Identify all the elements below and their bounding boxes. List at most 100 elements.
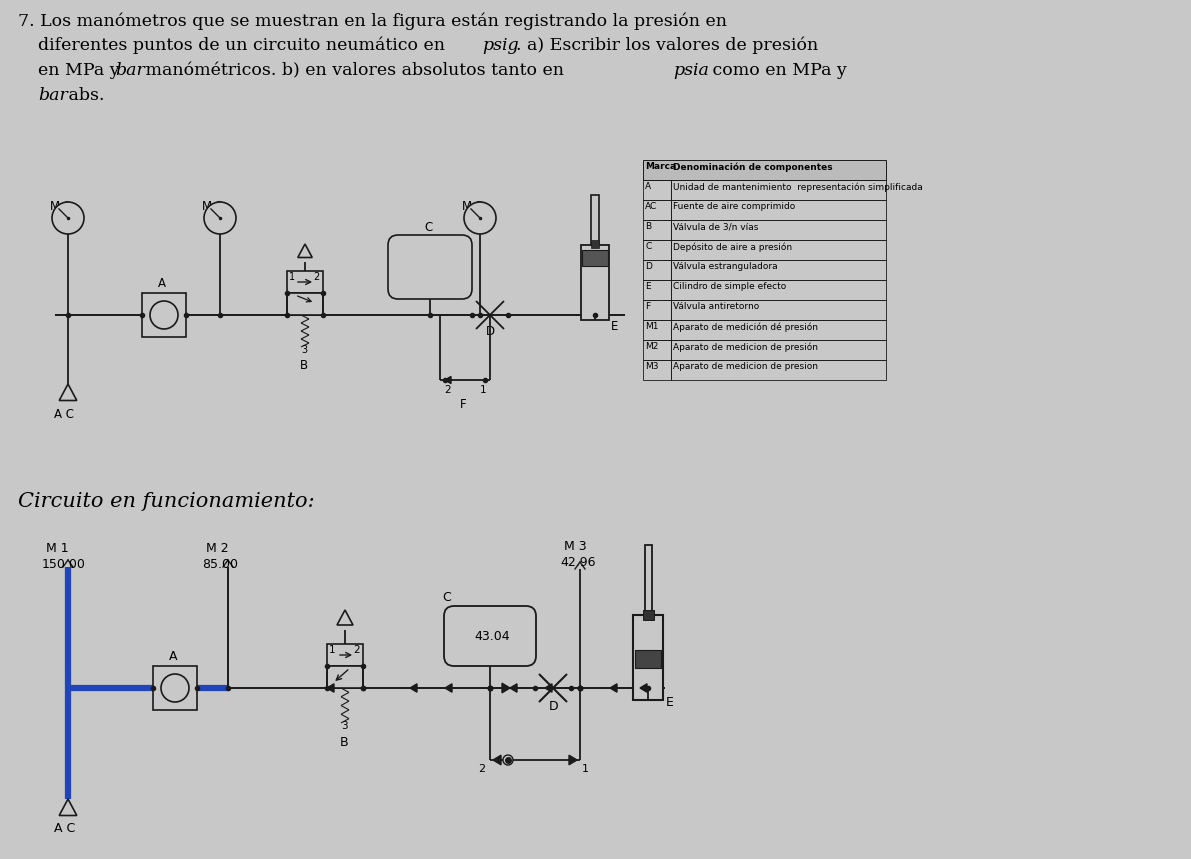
Text: B: B — [339, 736, 349, 749]
Text: AC: AC — [646, 202, 657, 211]
Circle shape — [52, 202, 85, 234]
Text: D: D — [486, 325, 495, 338]
Text: 1: 1 — [582, 764, 590, 774]
Bar — [671, 200, 886, 220]
Text: Válvula de 3/n vías: Válvula de 3/n vías — [673, 222, 759, 231]
Text: 2: 2 — [478, 764, 485, 774]
Bar — [671, 220, 886, 240]
Bar — [591, 195, 599, 245]
Bar — [581, 245, 609, 320]
Text: 85.00: 85.00 — [202, 558, 238, 571]
Text: como en MPa y: como en MPa y — [707, 62, 847, 79]
Text: D: D — [549, 700, 559, 713]
Bar — [287, 293, 323, 315]
Text: F: F — [646, 302, 650, 311]
Circle shape — [464, 202, 495, 234]
Text: F: F — [460, 398, 467, 411]
Bar — [142, 293, 186, 337]
Text: M 2: M 2 — [206, 542, 229, 555]
Text: diferentes puntos de un circuito neumático en: diferentes puntos de un circuito neumáti… — [38, 37, 450, 54]
Text: M3: M3 — [646, 362, 659, 371]
Bar — [671, 320, 886, 340]
Bar — [671, 300, 886, 320]
Bar — [643, 360, 671, 380]
Text: M 2: M 2 — [202, 200, 224, 213]
Text: Fuente de aire comprimido: Fuente de aire comprimido — [673, 202, 796, 211]
Bar — [328, 666, 363, 688]
Text: Depósito de aire a presión: Depósito de aire a presión — [673, 242, 792, 252]
Bar — [671, 240, 886, 260]
Text: Aparato de medicion de presión: Aparato de medicion de presión — [673, 342, 818, 351]
Bar — [643, 200, 671, 220]
Text: 150.00: 150.00 — [42, 558, 86, 571]
Text: A C: A C — [54, 822, 75, 835]
Text: E: E — [611, 320, 618, 333]
Circle shape — [161, 674, 189, 702]
Bar — [328, 644, 363, 666]
Bar — [632, 615, 663, 700]
Bar — [671, 180, 886, 200]
Text: Unidad de mantenimiento  representación simplificada: Unidad de mantenimiento representación s… — [673, 182, 923, 192]
Bar — [643, 340, 671, 360]
Text: C: C — [424, 221, 432, 234]
Text: 1: 1 — [329, 645, 336, 655]
Bar — [646, 545, 651, 615]
Bar — [643, 260, 671, 280]
Circle shape — [503, 755, 513, 765]
Bar — [671, 260, 886, 280]
Text: C: C — [442, 591, 450, 604]
Bar — [582, 250, 607, 266]
Polygon shape — [510, 684, 517, 692]
Bar — [643, 240, 671, 260]
Bar — [643, 180, 671, 200]
Text: B: B — [300, 359, 308, 372]
Text: Aparato de medición dé presión: Aparato de medición dé presión — [673, 322, 818, 332]
Text: psig: psig — [482, 37, 518, 54]
Text: 1: 1 — [480, 385, 487, 395]
Text: A C: A C — [54, 408, 74, 421]
Text: Aparato de medicion de presion: Aparato de medicion de presion — [673, 362, 818, 371]
Text: Circuito en funcionamiento:: Circuito en funcionamiento: — [18, 492, 314, 511]
Text: 7. Los manómetros que se muestran en la figura están registrando la presión en: 7. Los manómetros que se muestran en la … — [18, 12, 727, 29]
Text: manómétricos. b) en valores absolutos tanto en: manómétricos. b) en valores absolutos ta… — [141, 62, 569, 79]
Polygon shape — [640, 684, 647, 692]
Circle shape — [204, 202, 236, 234]
Text: 2: 2 — [313, 272, 319, 282]
Bar — [643, 300, 671, 320]
Text: Marca: Marca — [646, 162, 676, 171]
Text: M1: M1 — [646, 322, 659, 331]
Bar — [643, 160, 886, 180]
Text: C: C — [646, 242, 651, 251]
Polygon shape — [493, 755, 501, 765]
Text: . a) Escribir los valores de presión: . a) Escribir los valores de presión — [516, 37, 818, 54]
Bar — [287, 271, 323, 293]
Text: bar: bar — [38, 87, 68, 104]
Bar — [671, 340, 886, 360]
Text: M 3: M 3 — [565, 540, 587, 553]
Polygon shape — [445, 376, 451, 384]
Text: abs.: abs. — [63, 87, 105, 104]
Bar — [643, 610, 654, 620]
Bar — [671, 280, 886, 300]
Text: Cilindro de simple efecto: Cilindro de simple efecto — [673, 282, 786, 291]
Polygon shape — [545, 684, 551, 692]
Text: E: E — [646, 282, 650, 291]
Bar — [671, 360, 886, 380]
Bar — [591, 240, 599, 248]
Polygon shape — [501, 683, 510, 693]
Polygon shape — [328, 684, 333, 692]
Text: A: A — [158, 277, 166, 290]
Text: E: E — [666, 696, 674, 709]
Bar — [643, 320, 671, 340]
Text: M 3: M 3 — [462, 200, 484, 213]
Text: en MPa y: en MPa y — [38, 62, 125, 79]
Polygon shape — [569, 755, 576, 765]
Text: B: B — [646, 222, 651, 231]
Bar — [635, 650, 661, 668]
Text: 1: 1 — [289, 272, 295, 282]
Text: 43.04: 43.04 — [474, 630, 510, 643]
Bar — [152, 666, 197, 710]
Text: M 1: M 1 — [46, 542, 69, 555]
Text: Válvula antiretorno: Válvula antiretorno — [673, 302, 759, 311]
Text: A: A — [646, 182, 651, 191]
